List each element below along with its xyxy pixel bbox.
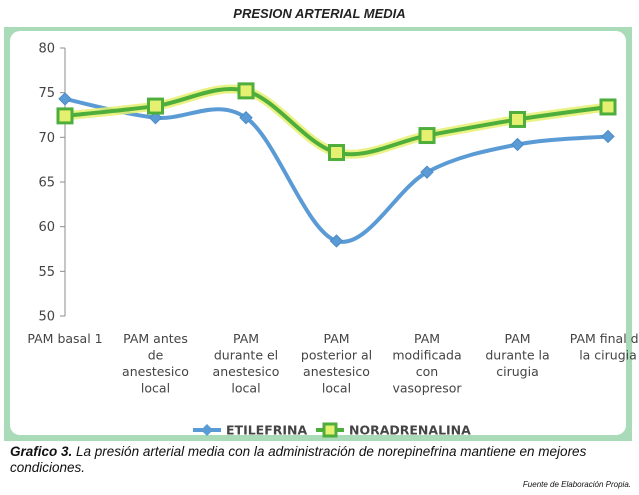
y-tick-label: 80 bbox=[38, 42, 55, 57]
legend-label-noradrenalina: NORADRENALINA bbox=[349, 423, 471, 438]
y-tick-label: 55 bbox=[38, 265, 55, 280]
x-tick-label: PAM antes bbox=[123, 331, 188, 346]
x-tick-label: la cirugia bbox=[579, 348, 637, 363]
x-tick-label: PAM basal 1 bbox=[27, 331, 102, 346]
x-tick-label: posterior al bbox=[301, 348, 372, 363]
chart-area bbox=[10, 31, 626, 435]
x-tick-label: local bbox=[141, 381, 170, 396]
caption-label: Grafico 3. bbox=[10, 444, 73, 459]
x-tick-label: durante el bbox=[214, 348, 278, 363]
figure-caption: Grafico 3. La presión arterial media con… bbox=[10, 444, 632, 476]
x-tick-label: PAM final de bbox=[570, 331, 639, 346]
y-tick-label: 60 bbox=[38, 220, 55, 235]
x-tick-label: anestesico bbox=[303, 364, 370, 379]
x-tick-label: local bbox=[231, 381, 260, 396]
x-tick-label: modificada bbox=[392, 348, 461, 363]
legend-marker-noradrenalina bbox=[322, 422, 338, 438]
x-tick-label: cirugia bbox=[496, 364, 538, 379]
data-point-etilefrina bbox=[58, 92, 72, 106]
data-point-etilefrina bbox=[329, 234, 344, 248]
x-tick-label: con bbox=[416, 364, 438, 379]
data-point-etilefrina bbox=[148, 110, 163, 125]
x-tick-label: PAM bbox=[233, 331, 259, 346]
x-tick-label: PAM bbox=[323, 331, 349, 346]
legend-marker-etilefrina bbox=[201, 424, 213, 436]
y-tick-label: 65 bbox=[38, 176, 55, 191]
data-point-noradrenalina bbox=[418, 127, 436, 145]
data-point-noradrenalina bbox=[237, 82, 255, 100]
source-note: Fuente de Elaboración Propia. bbox=[522, 480, 631, 489]
data-point-noradrenalina bbox=[509, 110, 526, 128]
x-tick-label: vasopresor bbox=[392, 381, 462, 396]
y-tick-label: 70 bbox=[38, 131, 55, 146]
data-point-etilefrina bbox=[601, 129, 615, 144]
data-point-noradrenalina bbox=[147, 97, 164, 115]
x-tick-label: durante la bbox=[485, 348, 549, 363]
x-tick-label: anestesico bbox=[122, 364, 189, 379]
data-point-noradrenalina bbox=[56, 107, 74, 125]
x-tick-label: PAM bbox=[414, 331, 440, 346]
x-tick-label: PAM bbox=[504, 331, 530, 346]
x-tick-label: local bbox=[322, 381, 351, 396]
legend-label-etilefrina: ETILEFRINA bbox=[226, 423, 307, 438]
data-point-etilefrina bbox=[239, 110, 253, 125]
x-tick-label: anestesico bbox=[213, 364, 280, 379]
caption-text: La presión arterial media con la adminis… bbox=[10, 444, 587, 475]
data-point-etilefrina bbox=[420, 165, 434, 179]
data-point-noradrenalina bbox=[328, 144, 345, 162]
x-tick-label: de bbox=[148, 348, 164, 363]
y-tick-label: 75 bbox=[38, 86, 55, 101]
chart-title: PRESION ARTERIAL MEDIA bbox=[233, 6, 406, 21]
y-tick-label: 50 bbox=[38, 310, 55, 325]
data-point-etilefrina bbox=[510, 137, 525, 152]
data-point-noradrenalina bbox=[599, 98, 617, 116]
